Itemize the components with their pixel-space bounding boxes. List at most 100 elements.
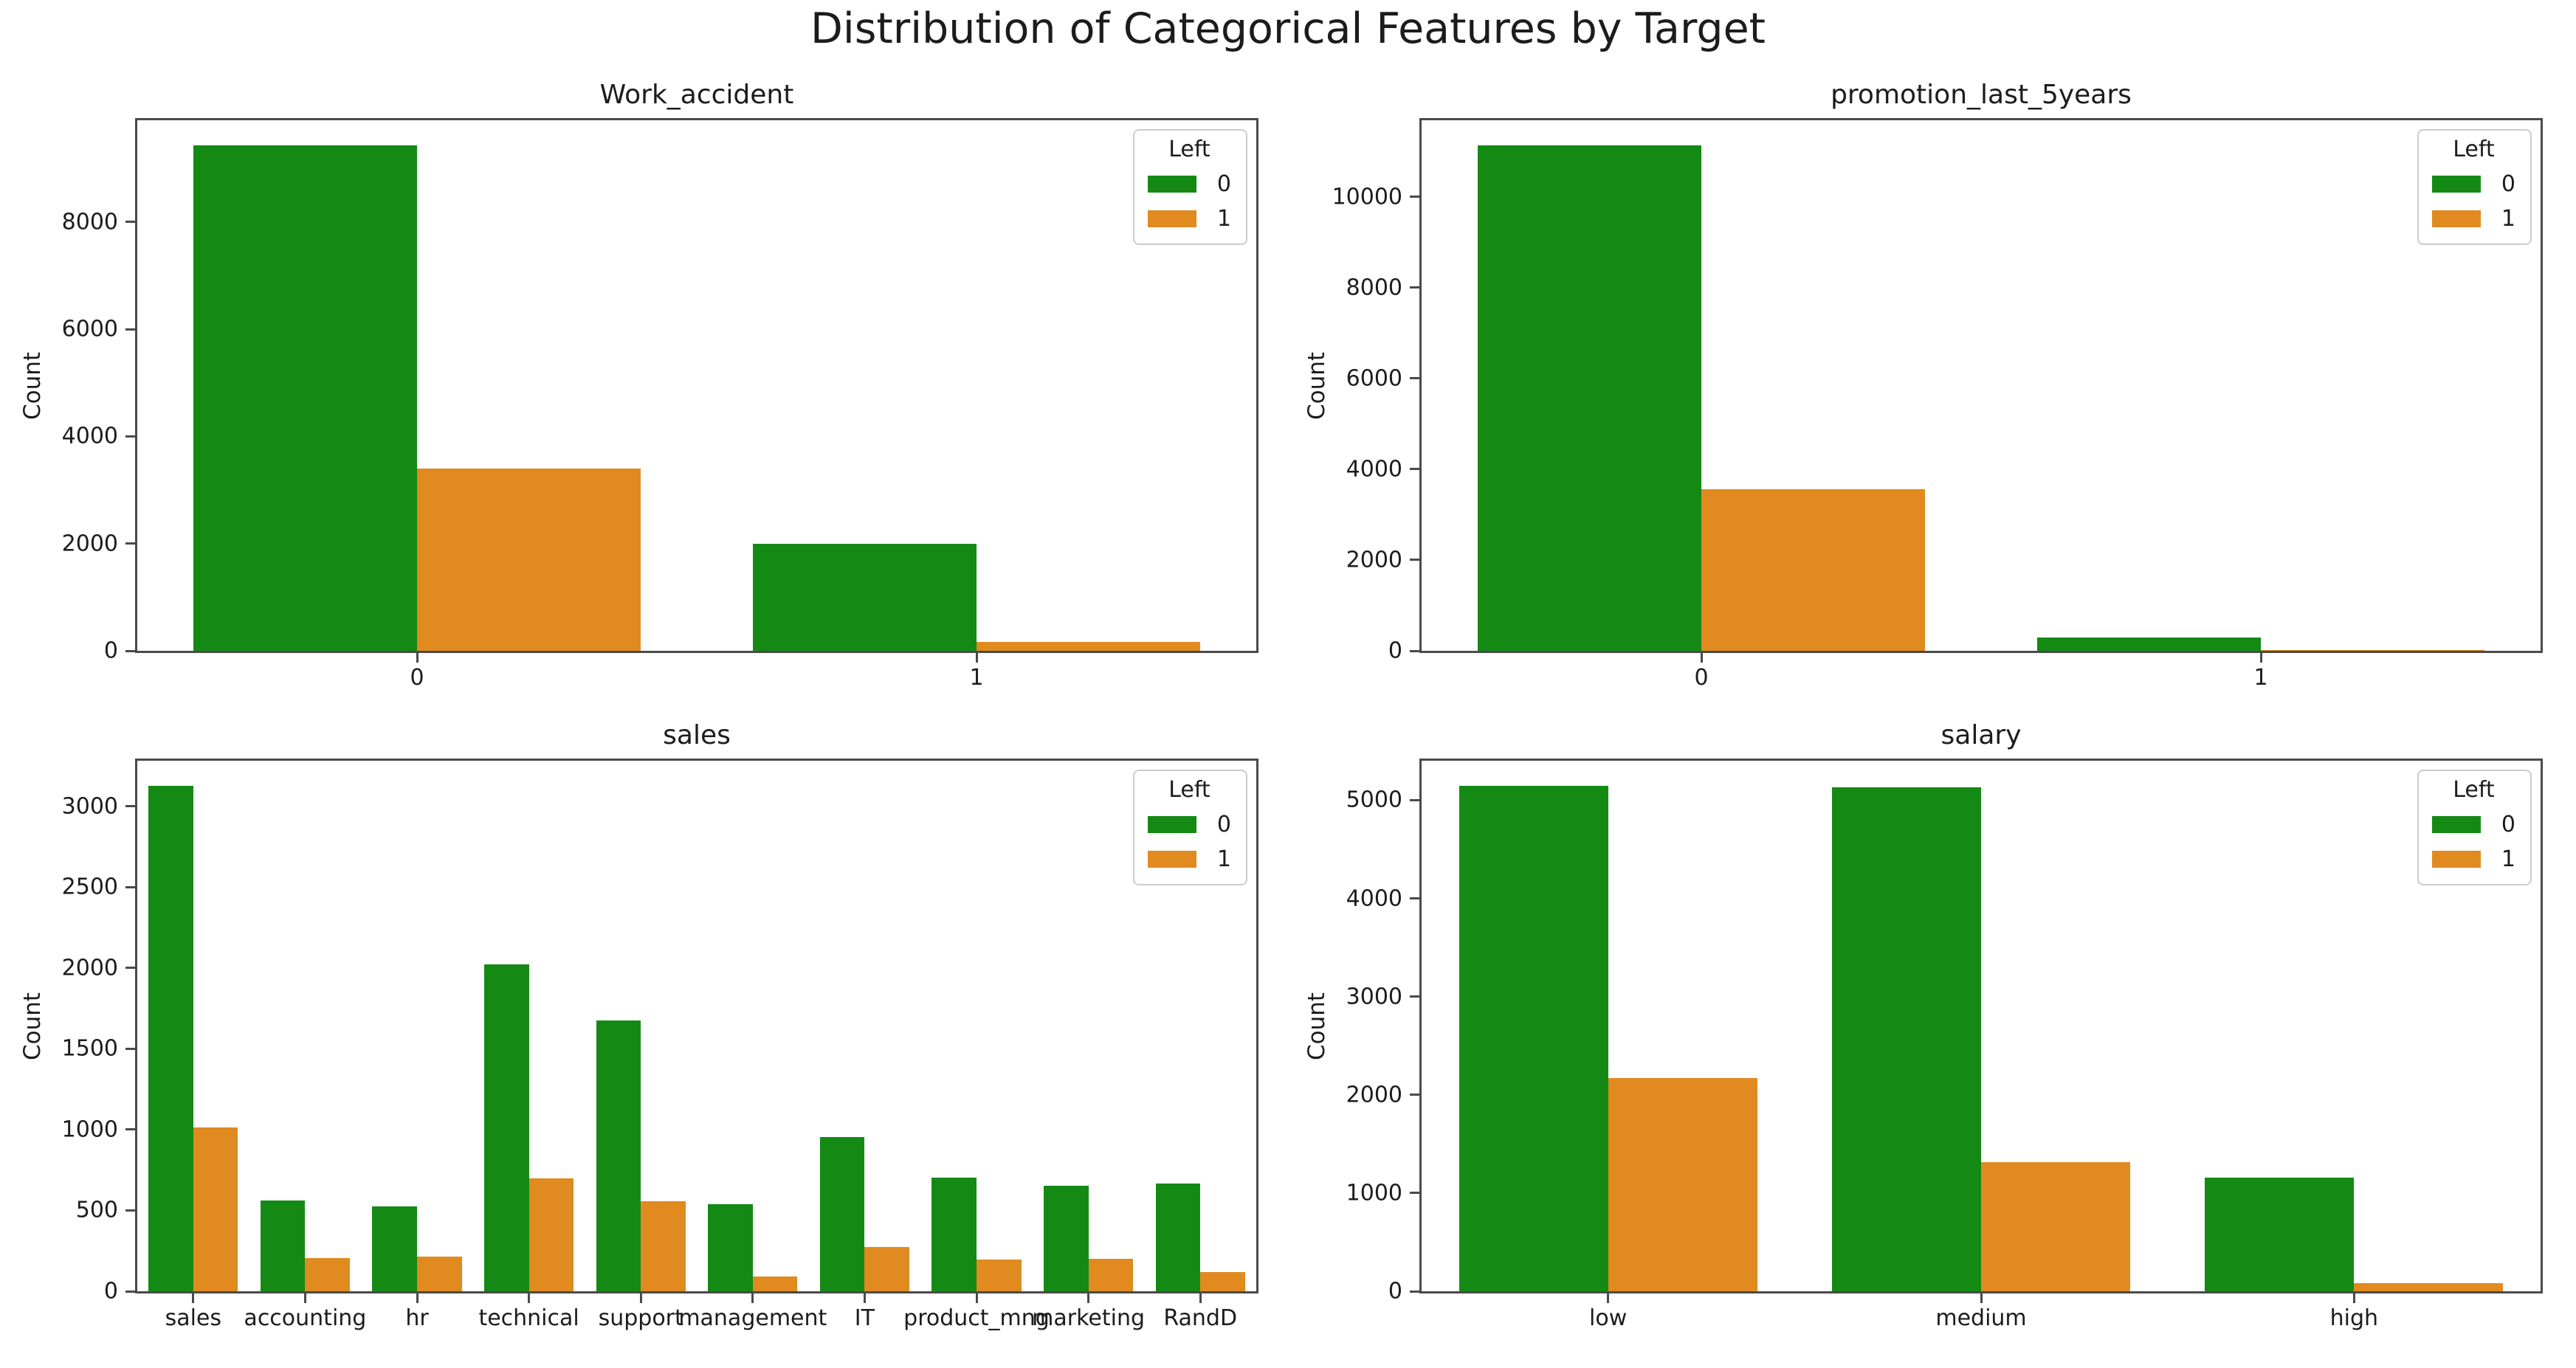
y-tick-label: 0 (103, 638, 118, 664)
x-tick (1700, 653, 1703, 663)
y-tick (125, 967, 135, 970)
legend-entry-label: 0 (1216, 812, 1231, 837)
x-tick (416, 653, 419, 663)
y-tick (125, 435, 135, 438)
y-tick-label: 2000 (1346, 547, 1402, 573)
y-tick (1410, 649, 1419, 652)
y-tick-label: 4000 (1346, 885, 1402, 911)
legend-title: Left (2453, 137, 2495, 162)
x-tick-label: 1 (969, 665, 984, 691)
x-tick (975, 653, 978, 663)
y-tick (1410, 1192, 1419, 1195)
legend: Left 0 1 (2417, 129, 2532, 245)
legend-entry: 0 (1147, 812, 1231, 837)
y-tick-label: 4000 (1346, 456, 1402, 483)
y-tick (1410, 377, 1419, 380)
x-tick-label: hr (405, 1305, 429, 1331)
y-tick (1410, 995, 1419, 998)
bar (708, 1203, 753, 1291)
bar (1608, 1077, 1757, 1291)
legend-swatch (2431, 176, 2481, 193)
bar (641, 1201, 686, 1291)
bar (417, 1256, 462, 1291)
bar (977, 1259, 1022, 1291)
y-tick (125, 328, 135, 331)
bar (752, 543, 977, 651)
y-tick-label: 10000 (1332, 184, 1402, 210)
legend-entry-label: 0 (1216, 171, 1231, 197)
x-tick-label: support (598, 1305, 683, 1331)
bar (193, 145, 417, 651)
x-tick-label: sales (165, 1305, 222, 1331)
legend-entry: 1 (1147, 206, 1231, 232)
bar (483, 964, 529, 1291)
bar (193, 1127, 238, 1291)
legend-entry: 1 (1147, 846, 1231, 872)
figure-suptitle: Distribution of Categorical Features by … (810, 4, 1766, 53)
x-tick-label: marketing (1032, 1305, 1146, 1331)
legend: Left 0 1 (2417, 770, 2532, 885)
x-tick (1199, 1293, 1202, 1303)
bar (977, 641, 1201, 651)
axes-title: sales (663, 720, 731, 750)
y-tick (125, 1209, 135, 1212)
x-tick (416, 1293, 419, 1303)
bar (148, 786, 193, 1291)
bar (1155, 1184, 1201, 1291)
bar (1701, 489, 1926, 651)
y-tick-label: 2500 (61, 874, 118, 900)
bar (1459, 786, 1608, 1291)
legend-swatch (1147, 816, 1196, 833)
y-tick-label: 8000 (61, 209, 118, 235)
bar (931, 1177, 977, 1291)
axes-sales: sales Count 0 500 1000 1500 2000 2500 3000 sales a… (19, 720, 1258, 1331)
bar (819, 1137, 865, 1291)
y-tick-label: 0 (1388, 638, 1402, 664)
x-tick-label: 1 (2253, 665, 2268, 691)
bar (1088, 1258, 1134, 1291)
x-tick-label: 0 (410, 665, 424, 691)
y-tick-label: 3000 (1346, 984, 1402, 1010)
y-tick (125, 1128, 135, 1131)
legend-entry-label: 0 (2501, 171, 2515, 197)
x-tick-label: accounting (244, 1305, 367, 1331)
legend-title: Left (2453, 777, 2495, 803)
y-tick-label: 0 (103, 1278, 118, 1305)
y-tick (125, 221, 135, 224)
y-tick (1410, 798, 1419, 801)
x-tick-label: 0 (1694, 665, 1709, 691)
y-tick-label: 8000 (1346, 274, 1402, 301)
x-tick-label: management (678, 1305, 827, 1331)
y-tick-label: 2000 (61, 955, 118, 981)
y-tick (125, 805, 135, 808)
axes-Work_accident: Work_accident Count 0 2000 4000 6000 8000 0 1 Lef… (19, 80, 1258, 691)
x-tick (751, 1293, 754, 1303)
bar (752, 1277, 798, 1291)
y-tick (1410, 468, 1419, 471)
x-tick-label: low (1589, 1305, 1628, 1331)
bar (305, 1258, 351, 1291)
x-tick-label: medium (1935, 1305, 2027, 1331)
x-tick-label: product_mng (903, 1305, 1050, 1331)
bar (1477, 145, 1701, 651)
x-tick-label: RandD (1163, 1305, 1238, 1331)
y-tick-label: 6000 (1346, 365, 1402, 392)
x-tick (1087, 1293, 1090, 1303)
bar (1043, 1185, 1089, 1291)
y-tick (1410, 1094, 1419, 1096)
y-tick (125, 542, 135, 545)
y-tick (1410, 897, 1419, 899)
y-tick-label: 500 (75, 1197, 118, 1223)
x-tick-label: technical (478, 1305, 579, 1331)
x-tick (2259, 653, 2262, 663)
y-tick-label: 1000 (61, 1116, 118, 1143)
legend-entry: 0 (1147, 171, 1231, 197)
legend: Left 0 1 (1132, 129, 1247, 245)
legend-swatch (2431, 851, 2481, 868)
legend: Left 0 1 (1132, 770, 1247, 885)
x-tick (1607, 1293, 1610, 1303)
x-tick (863, 1293, 866, 1303)
axes-title: salary (1940, 720, 2022, 750)
bar (2354, 1283, 2504, 1291)
